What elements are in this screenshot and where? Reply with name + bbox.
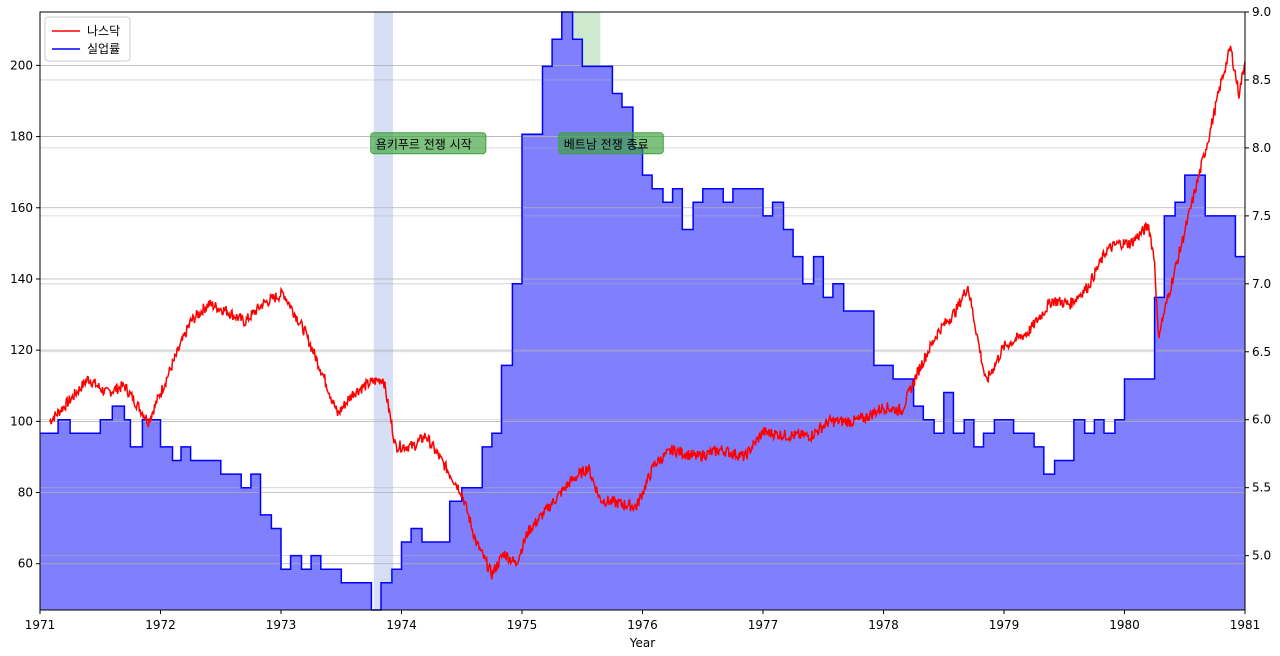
y-right-tick-label-8.5: 8.5	[1252, 73, 1271, 87]
y-right-tick-label-6.0: 6.0	[1252, 413, 1271, 427]
y-right-tick-label-8.0: 8.0	[1252, 141, 1271, 155]
y-left-tick-label-60: 60	[18, 557, 33, 571]
x-tick-label-1975: 1975	[507, 618, 538, 632]
x-tick-label-1976: 1976	[627, 618, 658, 632]
legend-label-0: 나스닥	[87, 24, 120, 38]
y-left-tick-label-200: 200	[10, 58, 33, 72]
y-left-tick-label-100: 100	[10, 414, 33, 428]
x-axis-title: Year	[629, 636, 655, 650]
x-tick-label-1979: 1979	[989, 618, 1020, 632]
shaded-span-0	[373, 12, 394, 610]
x-tick-label-1973: 1973	[266, 618, 297, 632]
annotation-label-1: 베트남 전쟁 종료	[564, 138, 649, 152]
legend-label-1: 실업률	[87, 42, 120, 56]
x-tick-label-1981: 1981	[1230, 618, 1261, 632]
annotation-layer: 욤키푸르 전쟁 시작 베트남 전쟁 종료	[370, 132, 664, 155]
y-right-tick-label-7.0: 7.0	[1252, 277, 1271, 291]
annotation-box-0	[370, 132, 487, 155]
y-right-tick-label-5.5: 5.5	[1252, 481, 1271, 495]
y-left-tick-label-140: 140	[10, 272, 33, 286]
gridline-layer	[40, 64, 1245, 565]
axes-layer: 1971 1972 1973 1974 1975 1976 1977 1978 1979 1980…	[10, 5, 1271, 650]
x-tick-label-1974: 1974	[386, 618, 417, 632]
unemployment-area	[40, 12, 1245, 610]
legend-frame	[44, 16, 131, 62]
nasdaq-line	[48, 45, 1246, 580]
x-tick-label-1980: 1980	[1109, 618, 1140, 632]
x-tick-label-1972: 1972	[145, 618, 176, 632]
y-right-tick-label-9.0: 9.0	[1252, 5, 1271, 19]
x-tick-label-1977: 1977	[748, 618, 779, 632]
unemployment-line	[40, 11, 1245, 611]
y-right-tick-label-6.5: 6.5	[1252, 345, 1271, 359]
annotation-box-1	[558, 132, 664, 155]
y-right-tick-label-7.5: 7.5	[1252, 209, 1271, 223]
x-tick-label-1971: 1971	[25, 618, 56, 632]
unemployment-area-layer	[40, 12, 1245, 610]
y-left-tick-label-80: 80	[18, 486, 33, 500]
annotation-label-0: 욤키푸르 전쟁 시작	[376, 138, 472, 152]
y-right-tick-label-5.0: 5.0	[1252, 549, 1271, 563]
series-line-layer	[40, 11, 1246, 611]
y-left-tick-label-160: 160	[10, 201, 33, 215]
y-left-tick-label-180: 180	[10, 130, 33, 144]
x-tick-label-1978: 1978	[868, 618, 899, 632]
y-left-tick-label-120: 120	[10, 343, 33, 357]
